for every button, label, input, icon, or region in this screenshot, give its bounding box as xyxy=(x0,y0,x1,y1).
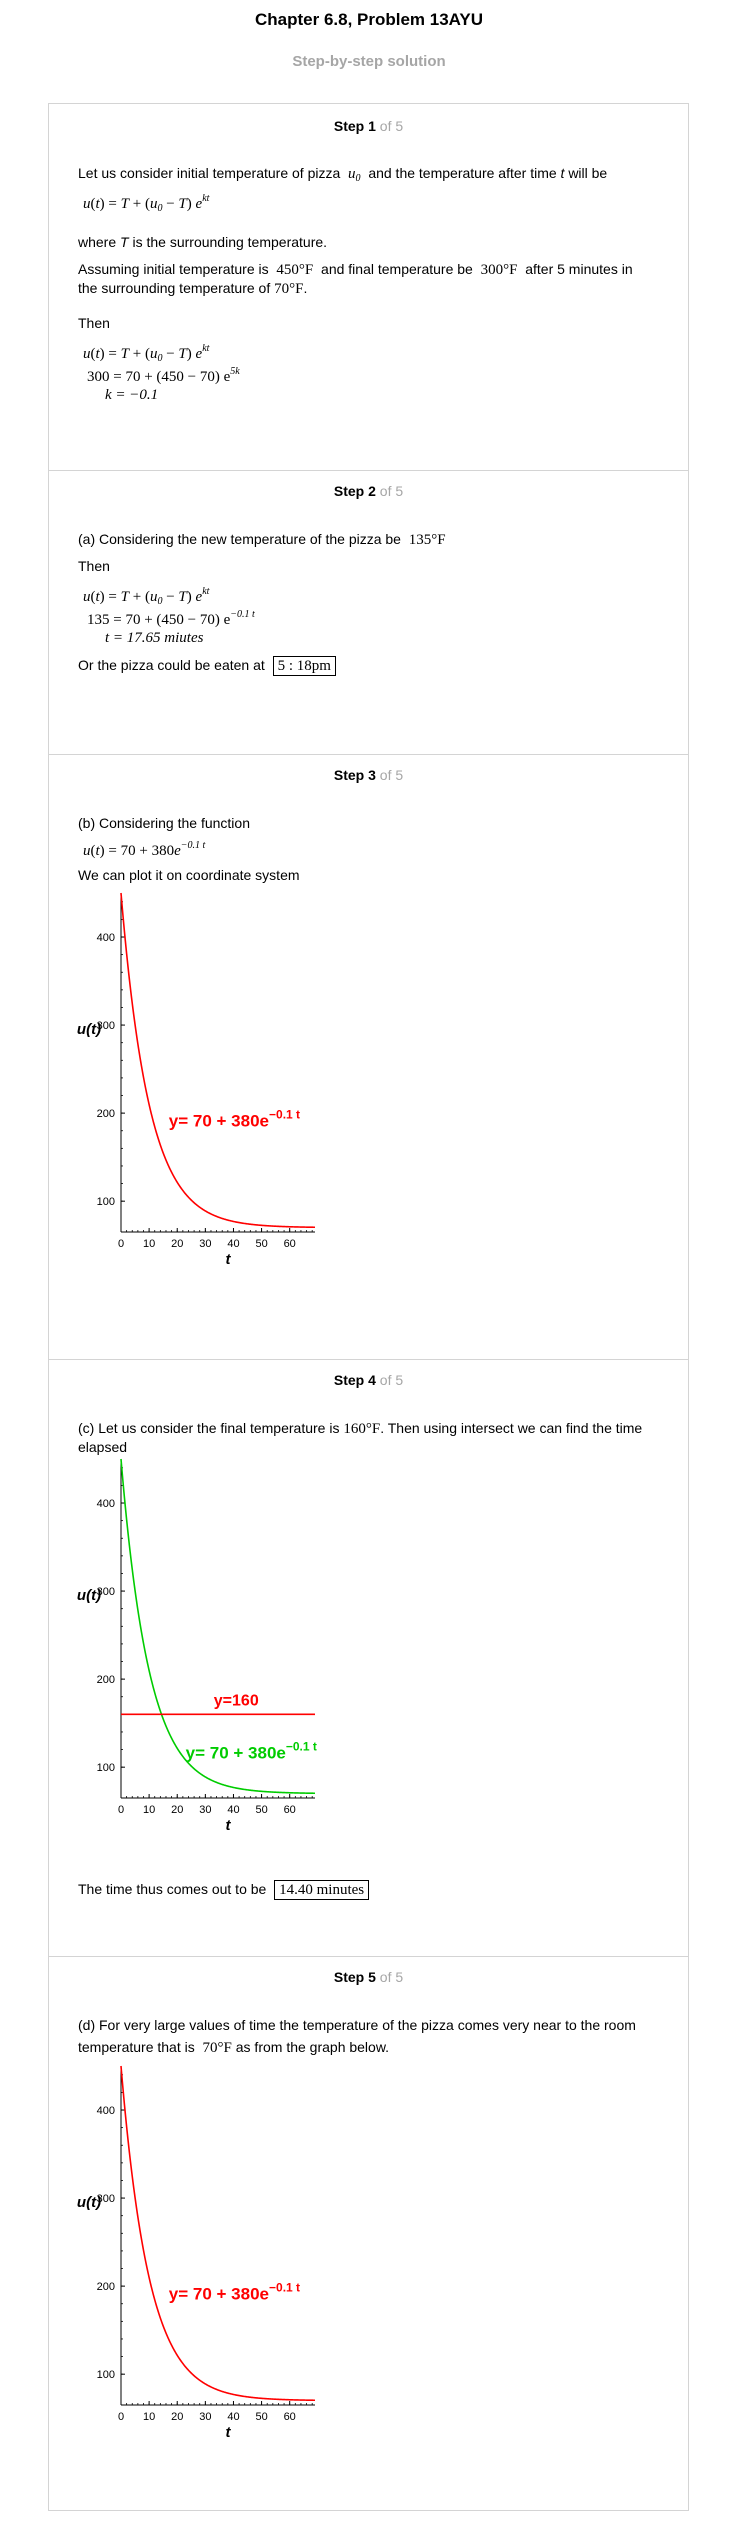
step-1-line-4: the surrounding temperature of 70°F. xyxy=(78,280,308,297)
step-2-title: Step 2 of 5 xyxy=(333,483,404,499)
step-1-eq-300: 300 = 70 + (450 − 70) e5k xyxy=(87,366,240,385)
step-3-title: Step 3 of 5 xyxy=(333,767,404,783)
y-tick-label: 200 xyxy=(97,2281,115,2293)
x-tick-label: 40 xyxy=(227,1804,239,1816)
x-tick-label: 50 xyxy=(255,2411,267,2423)
step-2-eq-general: u(t) = T + (u0 − T) ekt xyxy=(83,586,210,607)
x-axis-label: t xyxy=(226,2424,232,2441)
x-tick-label: 40 xyxy=(227,2411,239,2423)
step-1-line-1: Let us consider initial temperature of p… xyxy=(78,165,608,184)
x-tick-label: 40 xyxy=(227,1238,239,1250)
step-2: Step 2 of 5 (a) Considering the new temp… xyxy=(49,470,688,755)
step-3: Step 3 of 5 (b) Considering the function… xyxy=(49,754,688,1360)
step-4-line-2: elapsed xyxy=(78,1439,128,1455)
y-tick-label: 300 xyxy=(97,1586,115,1598)
y-tick-label: 100 xyxy=(97,2369,115,2381)
x-tick-label: 60 xyxy=(284,1238,296,1250)
x-tick-label: 0 xyxy=(118,2411,124,2423)
y-tick-label: 200 xyxy=(97,1674,115,1686)
y-tick-label: 300 xyxy=(97,1020,115,1032)
x-tick-label: 20 xyxy=(171,1238,183,1250)
series-label: y= 70 + 380e−0.1 t xyxy=(169,2280,300,2303)
x-tick-label: 10 xyxy=(143,1804,155,1816)
chart-step-3: 100 200 300 400 0 10 20 30 40 50 60 t u(t) y= 70 + 38… xyxy=(77,892,316,1268)
step-3-line-2: We can plot it on coordinate system xyxy=(78,867,300,883)
x-tick-label: 50 xyxy=(255,1238,267,1250)
series-label: y= 70 + 380e−0.1 t xyxy=(169,1107,300,1130)
step-4: Step 4 of 5 (c) Let us consider the fina… xyxy=(49,1359,688,1957)
y-tick-label: 300 xyxy=(97,2193,115,2205)
step-1: Step 1 of 5 Let us consider initial temp… xyxy=(49,104,688,471)
step-3-line-1: (b) Considering the function xyxy=(78,815,250,831)
x-axis-label: t xyxy=(226,1817,232,1834)
x-tick-label: 0 xyxy=(118,1804,124,1816)
step-5: Step 5 of 5 (d) For very large values of… xyxy=(49,1956,688,2510)
y-tick-label: 400 xyxy=(97,932,115,944)
step-2-t-result: t = 17.65 miutes xyxy=(105,630,204,646)
y-tick-label: 100 xyxy=(97,1762,115,1774)
step-4-title: Step 4 of 5 xyxy=(333,1372,404,1388)
step-1-line-2: where T is the surrounding temperature. xyxy=(78,234,328,250)
step-2-then: Then xyxy=(78,558,110,574)
step-2-line-2: Or the pizza could be eaten at 5 : 18pm xyxy=(78,655,336,676)
page-subtitle: Step-by-step solution xyxy=(292,53,446,70)
x-tick-label: 20 xyxy=(171,1804,183,1816)
y-axis-label: u(t) xyxy=(77,2194,101,2211)
step-1-title: Step 1 of 5 xyxy=(333,118,404,134)
series-line xyxy=(120,1458,316,1795)
y-tick-label: 400 xyxy=(97,2105,115,2117)
x-tick-label: 30 xyxy=(199,1804,211,1816)
chart-step-5: 100 200 300 400 0 10 20 30 40 50 60 t u(t) y= 70 + 38… xyxy=(77,2065,316,2441)
solution-card: Step 1 of 5 Let us consider initial temp… xyxy=(48,103,689,2511)
step-5-line-1: (d) For very large values of time the te… xyxy=(78,2017,636,2033)
step-2-answer-box: 5 : 18pm xyxy=(272,656,336,676)
step-1-then: Then xyxy=(78,315,110,331)
step-1-formula: u(t) = T + (u0 − T) ekt xyxy=(83,193,210,214)
x-axis-label: t xyxy=(226,1251,232,1268)
series-line xyxy=(120,892,316,1229)
y-tick-label: 400 xyxy=(97,1498,115,1510)
x-tick-label: 60 xyxy=(284,2411,296,2423)
chart-step-4: 100 200 300 400 0 10 20 30 40 50 60 t u(t) y= 70 + 38… xyxy=(77,1458,317,1834)
x-tick-label: 50 xyxy=(255,1804,267,1816)
step-2-eq-135: 135 = 70 + (450 − 70) e−0.1 t xyxy=(87,609,255,628)
series-label: y= 70 + 380e−0.1 t xyxy=(186,1739,317,1762)
y-axis-label: u(t) xyxy=(77,1021,101,1038)
y-tick-label: 100 xyxy=(97,1196,115,1208)
step-4-line-1: (c) Let us consider the final temperatur… xyxy=(78,1420,643,1437)
x-tick-label: 30 xyxy=(199,1238,211,1250)
step-4-line-3: The time thus comes out to be 14.40 minu… xyxy=(78,1879,370,1900)
step-2-line-1: (a) Considering the new temperature of t… xyxy=(78,531,446,548)
x-tick-label: 20 xyxy=(171,2411,183,2423)
page-title: Chapter 6.8, Problem 13AYU xyxy=(254,10,483,29)
step-1-line-3: Assuming initial temperature is 450°F an… xyxy=(78,261,633,278)
y-tick-label: 200 xyxy=(97,1108,115,1120)
step-1-k-result: k = −0.1 xyxy=(105,387,159,403)
x-tick-label: 10 xyxy=(143,1238,155,1250)
x-tick-label: 60 xyxy=(284,1804,296,1816)
step-3-function: u(t) = 70 + 380e−0.1 t xyxy=(83,840,206,859)
step-4-answer-box: 14.40 minutes xyxy=(274,1880,370,1900)
series-line xyxy=(120,2065,316,2402)
x-tick-label: 0 xyxy=(118,1238,124,1250)
step-5-title: Step 5 of 5 xyxy=(333,1969,404,1985)
y-axis-label: u(t) xyxy=(77,1587,101,1604)
step-1-eq-general: u(t) = T + (u0 − T) ekt xyxy=(83,343,210,364)
x-tick-label: 30 xyxy=(199,2411,211,2423)
series-label: y=160 xyxy=(214,1692,259,1709)
step-5-line-2: temperature that is 70°F as from the gra… xyxy=(78,2039,390,2056)
x-tick-label: 10 xyxy=(143,2411,155,2423)
